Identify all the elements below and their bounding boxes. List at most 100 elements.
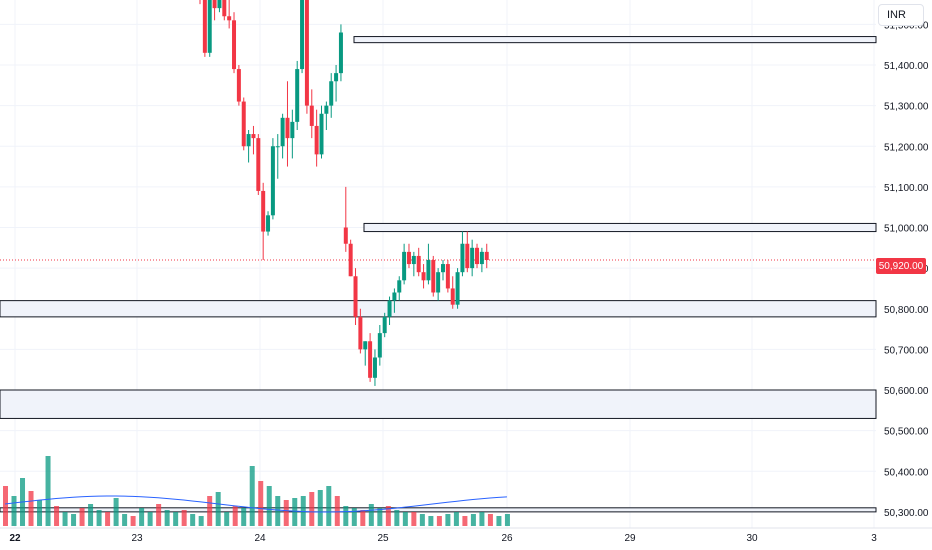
candle-body bbox=[343, 227, 348, 244]
candle-body bbox=[353, 276, 358, 317]
candle-body bbox=[426, 260, 431, 281]
last-price-label: 50,920.00 bbox=[878, 260, 924, 272]
volume-bar bbox=[453, 512, 459, 526]
volume-bar bbox=[360, 510, 366, 526]
candle-body bbox=[392, 292, 397, 301]
volume-bar bbox=[181, 510, 187, 526]
y-tick-label: 50,600.00 bbox=[884, 386, 929, 397]
volume-bar bbox=[275, 496, 281, 526]
volume-bar bbox=[37, 500, 43, 526]
candle-body bbox=[450, 288, 455, 305]
volume-bar bbox=[368, 504, 374, 526]
candle-body bbox=[227, 16, 232, 21]
volume-bar bbox=[470, 514, 476, 526]
candle-body bbox=[319, 113, 324, 155]
candle-body bbox=[232, 20, 237, 70]
volume-bar bbox=[105, 512, 111, 526]
volume-bar bbox=[343, 506, 349, 526]
candle-body bbox=[261, 190, 266, 232]
candle-body bbox=[275, 146, 280, 148]
y-tick-label: 50,800.00 bbox=[884, 305, 929, 316]
volume-bar bbox=[190, 514, 196, 526]
volume-bar bbox=[377, 508, 383, 526]
volume-bar bbox=[419, 514, 425, 526]
candle-body bbox=[382, 316, 387, 334]
volume-bar bbox=[266, 486, 272, 526]
candle-body bbox=[251, 134, 256, 139]
zone-box bbox=[0, 300, 877, 318]
volume-bar bbox=[487, 514, 493, 526]
candle-body bbox=[475, 247, 480, 265]
volume-bar bbox=[139, 508, 145, 526]
candle-body bbox=[236, 69, 241, 102]
volume-bar bbox=[292, 498, 298, 526]
candle-body bbox=[363, 341, 368, 350]
volume-bar bbox=[207, 496, 213, 526]
volume-bar bbox=[496, 516, 502, 526]
y-tick-label: 50,500.00 bbox=[884, 427, 929, 438]
candle-body bbox=[270, 146, 275, 216]
zone-box bbox=[363, 222, 877, 233]
candle-body bbox=[484, 251, 489, 260]
volume-bar bbox=[147, 512, 153, 526]
y-tick-label: 50,300.00 bbox=[884, 508, 929, 519]
currency-label: INR bbox=[887, 9, 906, 21]
candle-body bbox=[280, 117, 285, 147]
volume-bar bbox=[28, 491, 34, 526]
candle-body bbox=[241, 101, 246, 147]
x-tick-label: 23 bbox=[131, 533, 143, 544]
candle-body bbox=[334, 73, 339, 82]
candle-body bbox=[348, 243, 353, 277]
y-tick-label: 51,300.00 bbox=[884, 102, 929, 113]
candle-body bbox=[290, 121, 295, 139]
candle-body bbox=[207, 0, 212, 53]
volume-bar bbox=[504, 514, 510, 526]
volume-bar bbox=[232, 506, 238, 526]
volume-bar bbox=[156, 504, 162, 526]
zone-box bbox=[0, 507, 877, 513]
y-tick-label: 51,200.00 bbox=[884, 142, 929, 153]
volume-bar bbox=[479, 512, 485, 526]
y-tick-label: 50,400.00 bbox=[884, 467, 929, 478]
candle-body bbox=[256, 138, 261, 191]
volume-bar bbox=[71, 514, 77, 526]
candle-body bbox=[372, 357, 377, 378]
candle-body bbox=[217, 0, 222, 9]
volume-bar bbox=[215, 492, 221, 526]
candle-body bbox=[295, 69, 300, 122]
candle-body bbox=[222, 0, 227, 17]
zone-box bbox=[353, 36, 877, 44]
y-tick-label: 51,000.00 bbox=[884, 224, 929, 235]
volume-bar bbox=[385, 506, 391, 526]
volume-bar bbox=[96, 510, 102, 526]
currency-button[interactable]: INR bbox=[878, 4, 924, 26]
volume-bar bbox=[445, 514, 451, 526]
volume-bar bbox=[394, 510, 400, 526]
volume-bar bbox=[224, 512, 230, 526]
x-tick-label: 24 bbox=[254, 533, 266, 544]
y-tick-label: 50,700.00 bbox=[884, 345, 929, 356]
candle-body bbox=[455, 272, 460, 305]
candle-body bbox=[358, 316, 363, 350]
candle-body bbox=[411, 255, 416, 265]
volume-bar bbox=[62, 512, 68, 526]
volume-bar bbox=[11, 496, 17, 526]
candle-body bbox=[368, 341, 373, 378]
x-tick-label: 29 bbox=[624, 533, 636, 544]
volume-bar bbox=[436, 516, 442, 526]
candle-body bbox=[436, 272, 441, 293]
x-tick-label: 25 bbox=[377, 533, 389, 544]
candle-body bbox=[416, 255, 421, 273]
y-tick-label: 51,400.00 bbox=[884, 61, 929, 72]
candle-body bbox=[324, 105, 329, 114]
x-tick-label: 26 bbox=[501, 533, 513, 544]
candle-body bbox=[212, 0, 217, 9]
volume-bar bbox=[88, 504, 94, 526]
candle-body bbox=[421, 272, 426, 281]
candle-body bbox=[338, 32, 343, 74]
volume-bar bbox=[249, 466, 255, 526]
candle-body bbox=[387, 300, 392, 317]
candle-body bbox=[314, 125, 319, 155]
volume-bar bbox=[309, 492, 315, 526]
